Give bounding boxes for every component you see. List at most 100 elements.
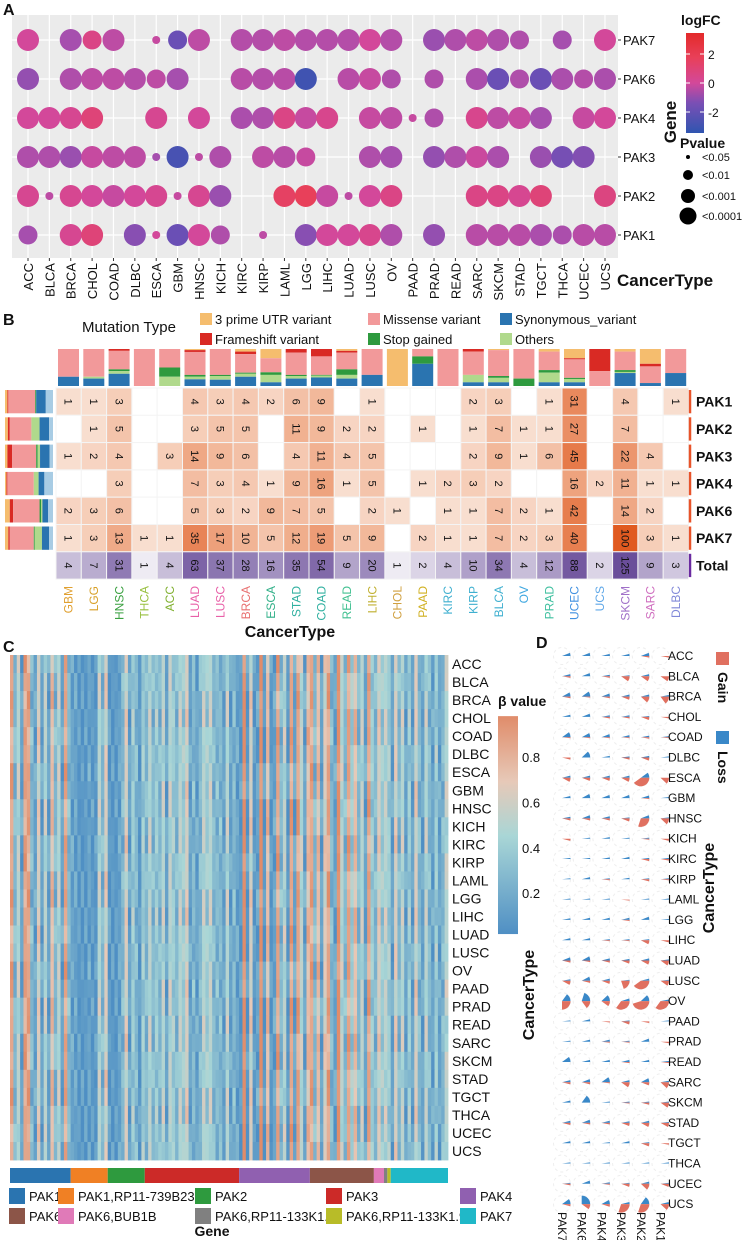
heatmap-cell: [60, 799, 65, 818]
heatmap-cell: [13, 727, 18, 746]
heatmap-cell: [249, 727, 253, 746]
heatmap-cell: [434, 907, 439, 926]
heatmap-cell: [363, 817, 368, 836]
heatmap-cell: [94, 943, 98, 963]
heatmap-cell: [279, 817, 284, 836]
heatmap-cell: [252, 1141, 257, 1161]
heatmap-cell: [299, 1087, 304, 1107]
heatmap-cell: [84, 997, 88, 1017]
heatmap-cell: [232, 763, 237, 782]
heatmap-cell: [424, 943, 429, 963]
heatmap-cell: [245, 1033, 250, 1053]
column-label: CHOL: [391, 586, 405, 620]
heatmap-cell: [121, 1015, 125, 1035]
heatmap-cell: [138, 853, 142, 872]
heatmap-cell: [33, 943, 38, 963]
heatmap-cell: [346, 1051, 351, 1071]
row-label: PAAD: [668, 1014, 700, 1028]
row-label: PAK6: [696, 503, 733, 519]
cell-count: 5: [188, 508, 200, 514]
heatmap-cell: [70, 745, 75, 764]
heatmap-cell: [380, 889, 385, 908]
heatmap-cell: [404, 1141, 408, 1161]
heatmap-cell: [131, 1087, 136, 1107]
heatmap-cell: [279, 835, 284, 854]
heatmap-cell: [20, 673, 24, 692]
heatmap-cell: [373, 817, 378, 836]
heatmap-cell: [33, 835, 38, 854]
table-cell: [435, 551, 462, 580]
heatmap-cell: [421, 871, 425, 890]
heatmap-cell: [410, 853, 415, 872]
heatmap-cell: [417, 745, 422, 764]
heatmap-cell: [124, 997, 129, 1017]
beta-legend-title: β value: [498, 693, 546, 709]
heatmap-cell: [373, 979, 378, 999]
heatmap-cell: [235, 1123, 240, 1143]
heatmap-cell: [154, 745, 159, 764]
heatmap-cell: [36, 655, 41, 674]
heatmap-cell: [36, 1015, 41, 1035]
heatmap-cell: [255, 1015, 260, 1035]
pie-loss-KIRP-PAK2: [640, 878, 650, 880]
heatmap-cell: [232, 817, 237, 836]
heatmap-cell: [212, 961, 216, 981]
heatmap-cell: [326, 871, 331, 890]
heatmap-cell: [293, 763, 297, 782]
table-cell: [485, 496, 512, 526]
bubble-PAK4-BRCA: [59, 107, 82, 129]
heatmap-cell: [171, 889, 176, 908]
heatmap-cell: [394, 745, 398, 764]
column-label: SKCM: [618, 586, 632, 621]
heatmap-cell: [16, 817, 21, 836]
heatmap-cell: [316, 709, 321, 728]
heatmap-cell: [202, 1051, 206, 1071]
heatmap-cell: [175, 799, 179, 818]
heatmap-cell: [437, 817, 442, 836]
legend-label: 3 prime UTR variant: [215, 312, 332, 327]
heatmap-cell: [111, 961, 115, 981]
heatmap-cell: [380, 1105, 385, 1125]
heatmap-cell: [26, 673, 31, 692]
heatmap-cell: [400, 1033, 405, 1053]
heatmap-cell: [178, 1069, 183, 1089]
heatmap-cell: [171, 781, 176, 800]
heatmap-cell: [188, 709, 193, 728]
pie-gain-CHOL-PAK1: [660, 716, 669, 719]
heatmap-cell: [222, 817, 227, 836]
heatmap-cell: [60, 1069, 65, 1089]
heatmap-cell: [63, 943, 68, 963]
heatmap-cell: [225, 673, 230, 692]
heatmap-cell: [279, 943, 284, 963]
pie-gain-SKCM-PAK1: [660, 1102, 669, 1108]
heatmap-cell: [202, 709, 206, 728]
table-cell: [182, 551, 209, 580]
heatmap-cell: [212, 979, 216, 999]
cell-count: 2: [239, 508, 251, 514]
bubble-PAK2-LAML: [273, 185, 296, 207]
heatmap-cell: [13, 925, 18, 944]
heatmap-cell: [50, 871, 55, 890]
heatmap-cell: [70, 1051, 75, 1071]
heatmap-cell: [94, 853, 98, 872]
heatmap-cell: [10, 691, 14, 710]
heatmap-cell: [131, 997, 136, 1017]
heatmap-cell: [316, 745, 321, 764]
heatmap-cell: [424, 727, 429, 746]
heatmap-cell: [441, 1141, 446, 1161]
heatmap-cell: [370, 1105, 375, 1125]
heatmap-cell: [222, 673, 227, 692]
heatmap-cell: [309, 817, 314, 836]
heatmap-cell: [387, 745, 392, 764]
heatmap-cell: [10, 1123, 14, 1143]
heatmap-cell: [148, 817, 152, 836]
heatmap-cell: [404, 1123, 408, 1143]
heatmap-cell: [441, 835, 446, 854]
heatmap-cell: [178, 655, 183, 674]
heatmap-cell: [242, 1033, 247, 1053]
table-cell: [435, 524, 462, 553]
heatmap-cell: [370, 799, 375, 818]
heatmap-cell: [80, 889, 85, 908]
heatmap-cell: [313, 1123, 317, 1143]
heatmap-cell: [252, 691, 257, 710]
